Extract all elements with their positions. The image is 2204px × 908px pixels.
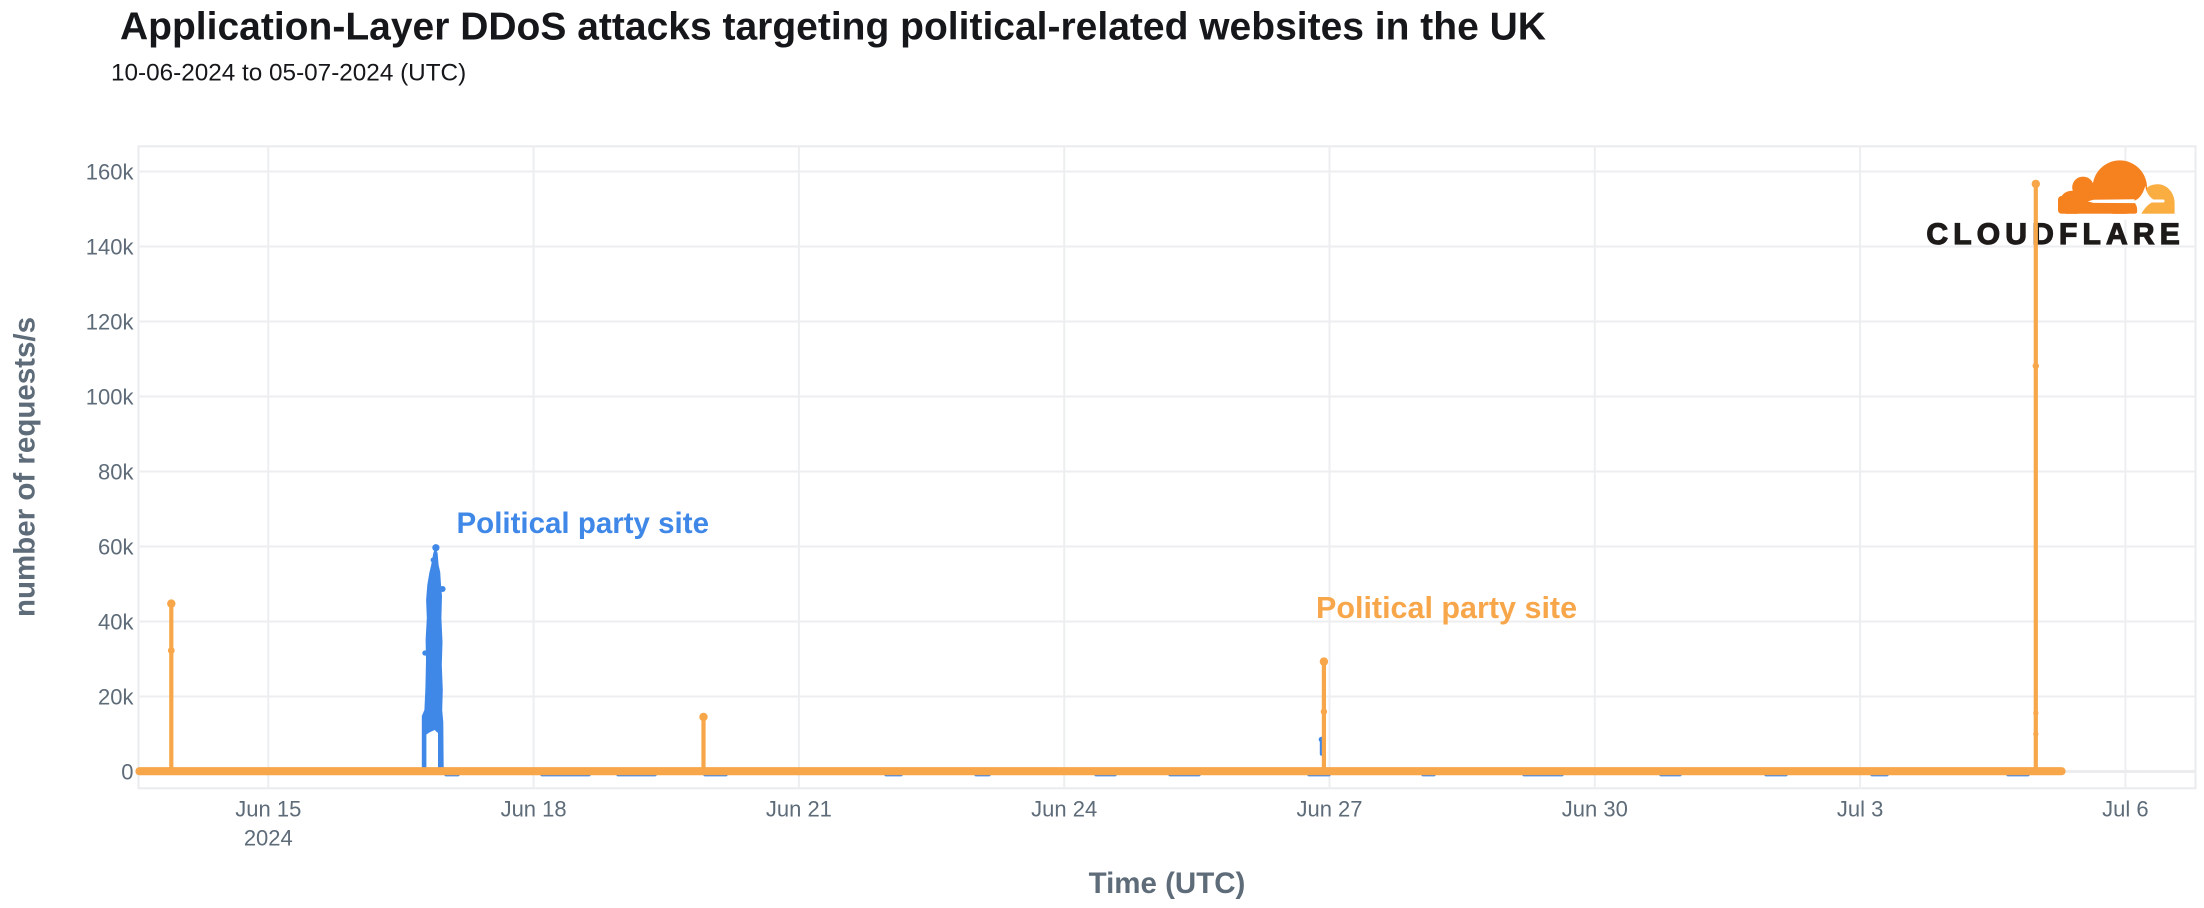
svg-text:Jun 21: Jun 21 bbox=[766, 797, 832, 822]
svg-text:Jun 30: Jun 30 bbox=[1562, 797, 1628, 822]
svg-text:40k: 40k bbox=[98, 610, 134, 635]
svg-text:Jul 6: Jul 6 bbox=[2102, 797, 2148, 822]
svg-text:Jun 24: Jun 24 bbox=[1031, 797, 1097, 822]
svg-text:Time (UTC): Time (UTC) bbox=[1089, 867, 1246, 900]
svg-text:160k: 160k bbox=[86, 160, 135, 185]
svg-text:Political party site: Political party site bbox=[1316, 591, 1577, 625]
svg-text:Jul 3: Jul 3 bbox=[1837, 797, 1883, 822]
svg-text:Application-Layer DDoS attacks: Application-Layer DDoS attacks targeting… bbox=[120, 6, 1546, 49]
svg-text:100k: 100k bbox=[86, 385, 135, 410]
svg-text:CLOUDFLARE: CLOUDFLARE bbox=[1926, 218, 2185, 251]
svg-text:number of requests/s: number of requests/s bbox=[9, 317, 42, 617]
svg-text:120k: 120k bbox=[86, 310, 135, 335]
svg-text:Jun 15: Jun 15 bbox=[235, 797, 301, 822]
svg-text:Jun 27: Jun 27 bbox=[1296, 797, 1362, 822]
svg-text:60k: 60k bbox=[98, 535, 134, 560]
svg-text:140k: 140k bbox=[86, 235, 135, 260]
svg-text:10-06-2024 to 05-07-2024 (UTC): 10-06-2024 to 05-07-2024 (UTC) bbox=[111, 60, 466, 87]
svg-text:20k: 20k bbox=[98, 685, 134, 710]
svg-text:Political party site: Political party site bbox=[457, 507, 709, 540]
svg-text:80k: 80k bbox=[98, 460, 134, 485]
svg-text:0: 0 bbox=[121, 760, 133, 785]
svg-text:Jun 18: Jun 18 bbox=[501, 797, 567, 822]
svg-text:2024: 2024 bbox=[244, 826, 293, 851]
